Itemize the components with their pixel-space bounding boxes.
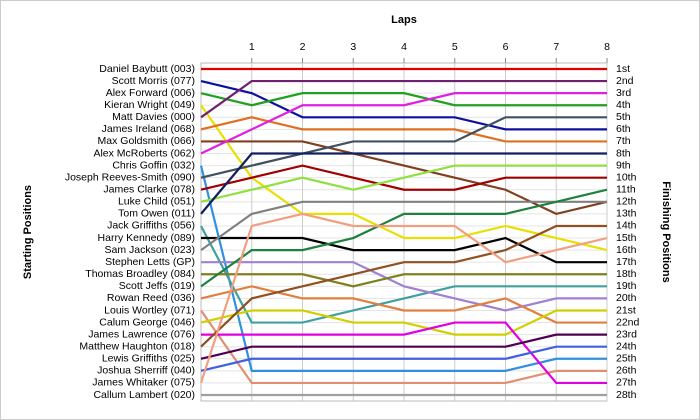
x-axis-title: Laps <box>391 14 417 26</box>
y2-tick-label: 20th <box>616 292 637 304</box>
y-tick-label: Jack Griffiths (056) <box>107 220 195 232</box>
y-tick-label: Louis Wortley (071) <box>104 304 195 316</box>
x-tick-label: 1 <box>249 41 255 53</box>
series-line <box>200 152 607 215</box>
y2-tick-label: 11th <box>616 184 636 196</box>
y2-tick-label: 23rd <box>616 328 637 340</box>
series-line <box>200 92 607 107</box>
y2-tick-label: 21st <box>616 304 636 316</box>
y-tick-label: James Ireland (068) <box>102 123 195 135</box>
y2-tick-label: 2nd <box>616 75 634 87</box>
y-tick-label: Alex McRoberts (062) <box>93 147 195 159</box>
y-tick-label: James Lawrence (076) <box>88 328 195 340</box>
y2-tick-label: 27th <box>616 377 637 389</box>
x-tick-label: 6 <box>503 41 509 53</box>
y-tick-label: Lewis Griffiths (025) <box>102 353 195 365</box>
x-tick-label: 7 <box>553 41 559 53</box>
y2-tick-label: 22nd <box>616 316 640 328</box>
y-tick-label: Alex Forward (006) <box>106 87 195 99</box>
y2-tick-label: 28th <box>616 389 637 401</box>
y-tick-label: Thomas Broadley (084) <box>85 268 195 280</box>
y-tick-label: Chris Goffin (032) <box>112 159 195 171</box>
series-line <box>200 285 607 324</box>
series-line <box>200 164 607 203</box>
x-tick-label: 8 <box>604 41 610 53</box>
x-tick-label: 5 <box>452 41 458 53</box>
y-tick-label: Sam Jackson (023) <box>105 244 195 256</box>
y-axis-title: Starting Positions <box>22 185 34 279</box>
y2-tick-label: 26th <box>616 365 637 377</box>
y2-tick-label: 6th <box>616 123 631 135</box>
y-tick-label: Matt Davies (000) <box>112 111 195 123</box>
y2-tick-label: 5th <box>616 111 631 123</box>
series-line <box>200 224 607 348</box>
y2-tick-label: 10th <box>616 171 637 183</box>
y-tick-label: Stephen Letts (GP) <box>105 256 195 268</box>
y-tick-label: Harry Kennedy (089) <box>98 232 195 244</box>
y2-tick-label: 7th <box>616 135 631 147</box>
y2-tick-label: 19th <box>616 280 637 292</box>
series-line <box>200 200 607 252</box>
y-tick-label: Rowan Reed (036) <box>107 292 195 304</box>
series-line <box>200 188 608 288</box>
series-line <box>200 309 607 336</box>
y2-tick-label: 12th <box>616 196 637 208</box>
y2-tick-label: 15th <box>616 232 637 244</box>
y2-tick-label: 1st <box>616 63 630 75</box>
y-tick-label: Joshua Sherriff (040) <box>97 365 195 377</box>
series-line <box>200 116 607 179</box>
series-line <box>201 321 607 385</box>
y-tick-label: Matthew Haughton (018) <box>79 340 195 352</box>
y-tick-label: Scott Morris (077) <box>112 75 195 87</box>
series-line <box>200 92 607 155</box>
y-tick-label: Callum Lambert (020) <box>93 389 195 401</box>
series-line <box>201 273 607 288</box>
series-line <box>199 212 608 384</box>
y-tick-label: Tom Owen (011) <box>118 208 195 220</box>
y2-tick-label: 8th <box>616 147 631 159</box>
y-tick-label: James Whitaker (075) <box>92 377 195 389</box>
y2-axis-title: Finishing Positions <box>660 181 672 282</box>
x-tick-label: 4 <box>401 41 407 53</box>
series-line <box>201 261 607 312</box>
y-tick-label: Kieran Wright (049) <box>104 99 195 111</box>
y-tick-label: Luke Child (051) <box>118 196 195 208</box>
y2-tick-label: 16th <box>616 244 637 256</box>
y2-tick-label: 9th <box>616 159 631 171</box>
y2-tick-label: 25th <box>616 353 637 365</box>
y2-tick-label: 13th <box>616 208 637 220</box>
series-line <box>200 345 607 372</box>
y-tick-label: Calum George (046) <box>99 316 195 328</box>
series-line <box>200 225 607 324</box>
x-tick-label: 2 <box>300 41 306 53</box>
y2-tick-label: 4th <box>616 99 631 111</box>
y2-tick-label: 24th <box>616 340 637 352</box>
series-line <box>200 79 607 119</box>
y2-tick-label: 14th <box>616 220 637 232</box>
y2-tick-label: 18th <box>616 268 637 280</box>
series-line <box>200 164 607 191</box>
y2-tick-label: 3rd <box>616 87 631 99</box>
series-line <box>200 309 607 385</box>
y-tick-label: Max Goldsmith (066) <box>98 135 195 147</box>
y2-tick-label: 17th <box>616 256 637 268</box>
y-tick-label: Daniel Baybutt (003) <box>99 63 195 75</box>
x-tick-label: 3 <box>350 41 356 53</box>
y-tick-label: Scott Jeffs (019) <box>119 280 195 292</box>
y-tick-label: James Clarke (078) <box>103 184 195 196</box>
y-tick-label: Joseph Reeves-Smith (090) <box>65 171 195 183</box>
series-line <box>200 333 607 360</box>
